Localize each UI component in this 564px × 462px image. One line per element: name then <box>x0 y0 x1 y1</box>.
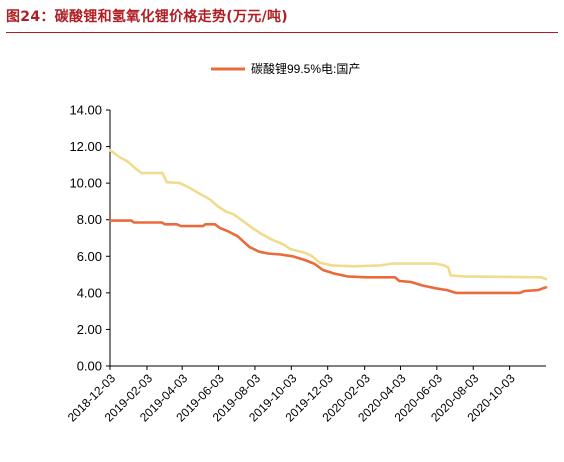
y-tick-label: 2.00 <box>77 322 102 337</box>
y-tick-label: 14.00 <box>69 103 102 118</box>
series-layer <box>108 148 548 295</box>
y-tick-label: 8.00 <box>77 212 102 227</box>
title-divider <box>6 32 558 33</box>
y-tick-label: 0.00 <box>77 359 102 374</box>
y-tick-label: 10.00 <box>69 176 102 191</box>
y-tick-label: 12.00 <box>69 139 102 154</box>
figure-title: 图24：碳酸锂和氢氧化锂价格走势(万元/吨) <box>6 9 288 25</box>
series-line-lithium-carbonate <box>108 219 548 295</box>
legend: 碳酸锂99.5%电:国产 <box>211 61 360 76</box>
legend-label-lithium-carbonate: 碳酸锂99.5%电:国产 <box>251 61 360 76</box>
axes: 0.002.004.006.008.0010.0012.0014.002018-… <box>65 103 546 425</box>
series-line-lithium-hydroxide <box>108 148 548 281</box>
y-tick-label: 6.00 <box>77 249 102 264</box>
y-tick-label: 4.00 <box>77 285 102 300</box>
